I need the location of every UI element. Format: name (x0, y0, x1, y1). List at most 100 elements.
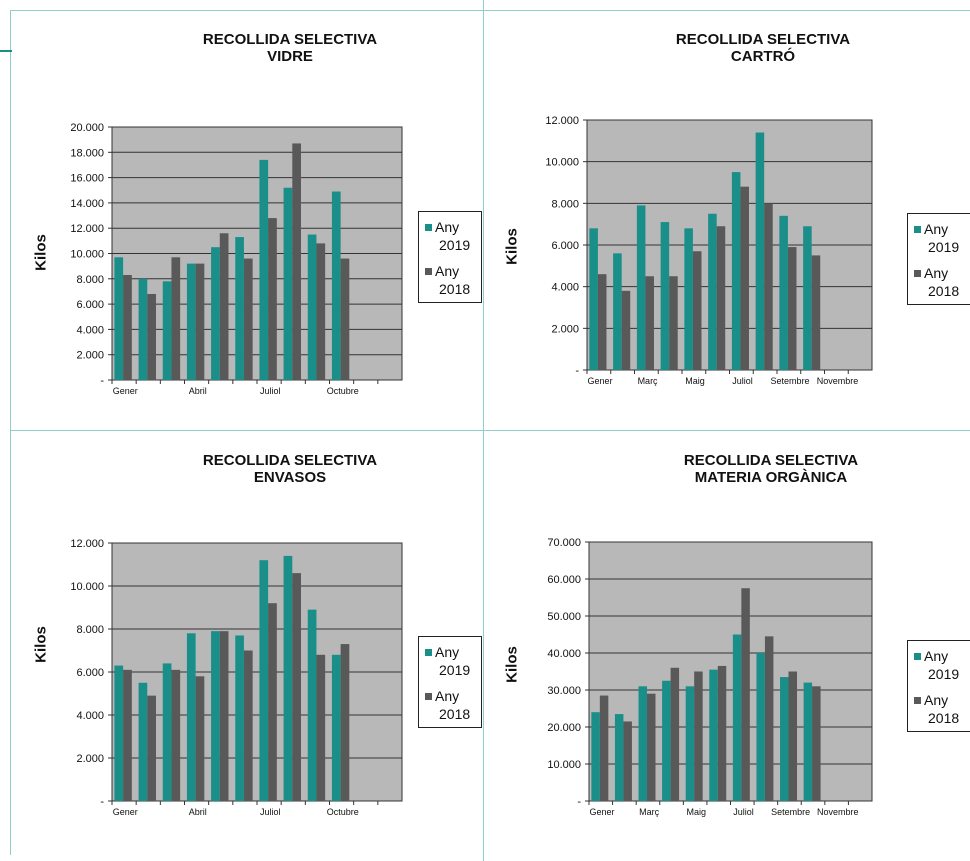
bar-2018 (268, 603, 277, 801)
x-tick-label: Gener (113, 386, 138, 396)
chart-title-line2: VIDRE (267, 48, 313, 65)
legend-label: 2018 (928, 710, 960, 726)
chart-title-line2: ENVASOS (253, 469, 327, 486)
bar-2019 (636, 205, 646, 370)
legend-swatch-2019 (425, 224, 432, 231)
y-tick-label: 20.000 (547, 722, 581, 734)
bar-2018 (195, 263, 205, 380)
x-tick-label: Octubre (327, 807, 359, 817)
x-tick-label: Juliol (260, 386, 281, 396)
y-tick-label: 14.000 (70, 198, 104, 210)
bar-2018 (219, 631, 229, 801)
bar-2019 (259, 560, 269, 801)
bar-2018 (147, 293, 156, 380)
bar-2019 (779, 215, 788, 370)
bar-2018 (645, 276, 654, 370)
bar-2019 (331, 191, 341, 380)
y-tick-label: 2.000 (551, 323, 579, 335)
x-tick-label: Juliol (260, 807, 281, 817)
x-tick-label: Novembre (817, 807, 859, 817)
bar-2018 (171, 257, 181, 380)
bar-2018 (340, 258, 350, 380)
y-tick-label: 10.000 (70, 249, 104, 261)
bar-2019 (162, 281, 172, 380)
bar-2019 (803, 682, 813, 801)
bar-2018 (811, 255, 821, 370)
bar-2019 (638, 686, 648, 801)
bar-2018 (621, 290, 631, 370)
frame-top-line (10, 10, 970, 11)
y-tick-label: 4.000 (551, 282, 579, 294)
chart-svg: - 2.000 4.000 6.000 8.000 10.000 12.000 14.000 1… (70, 122, 403, 396)
bar-2019 (235, 237, 244, 380)
bar-2018 (292, 143, 301, 380)
legend-label: Any (435, 688, 460, 704)
bar-2019 (211, 631, 220, 801)
bar-2019 (138, 682, 148, 801)
bar-2018 (741, 588, 750, 801)
y-tick-label: 40.000 (547, 648, 581, 660)
bar-2018 (316, 243, 326, 380)
y-tick-label: 10.000 (70, 581, 104, 593)
bar-2019 (756, 653, 765, 801)
bar-2019 (732, 634, 742, 801)
bar-2018 (123, 669, 132, 801)
bar-2018 (597, 274, 607, 370)
y-tick-label: 50.000 (547, 611, 581, 623)
legend-swatch-2018 (425, 268, 432, 275)
bar-2018 (123, 275, 132, 380)
bar-2019 (614, 714, 624, 801)
legend-item-2019: Any 2019 (914, 220, 959, 256)
chart-title: RECOLLIDA SELECTIVA CARTRÓ (613, 31, 913, 65)
bar-2018 (764, 203, 773, 370)
y-tick-label: 4.000 (76, 710, 104, 722)
y-tick-label: 8.000 (551, 198, 579, 210)
frame-horizontal-divider (10, 430, 970, 431)
chart-svg: - 10.000 20.000 30.000 40.000 50.000 60.000 70.… (547, 537, 873, 817)
bar-2019 (211, 247, 220, 380)
y-tick-label: 30.000 (547, 685, 581, 697)
bar-2019 (114, 665, 124, 801)
bar-2019 (259, 159, 269, 380)
legend-item-2019: Any 2019 (914, 647, 959, 683)
chart-panel-materia-organica: RECOLLIDA SELECTIVA MATERIA ORGÀNICA Kil… (483, 430, 970, 861)
y-tick-label: 6.000 (76, 299, 104, 311)
bar-2019 (662, 680, 671, 801)
x-tick-label: Maig (687, 807, 707, 817)
bar-2018 (268, 218, 277, 380)
y-tick-label: - (575, 365, 579, 377)
bar-2018 (740, 186, 749, 370)
y-tick-label: 12.000 (545, 115, 579, 127)
chart-title: RECOLLIDA SELECTIVA MATERIA ORGÀNICA (621, 452, 921, 486)
bar-2019 (114, 257, 124, 380)
chart-panel-envasos: RECOLLIDA SELECTIVA ENVASOS Kilos -2.000… (0, 430, 483, 861)
legend-swatch-2018 (914, 270, 921, 277)
x-tick-label: Març (638, 376, 658, 386)
y-tick-label: 16.000 (70, 173, 104, 185)
y-tick-label: 20.000 (70, 122, 104, 134)
legend: Any 2019 Any 2018 (418, 636, 482, 728)
legend-label: 2019 (928, 666, 960, 682)
accent-mark (0, 50, 12, 52)
legend-label: Any (924, 648, 949, 664)
bar-2019 (591, 712, 600, 801)
legend-label: Any (435, 219, 460, 235)
bar-2019 (755, 132, 765, 370)
bar-2018 (716, 226, 726, 370)
legend-item-2018: Any 2018 (425, 262, 470, 298)
bar-2018 (669, 276, 678, 370)
x-tick-label: Octubre (327, 386, 359, 396)
y-tick-label: 8.000 (76, 274, 104, 286)
legend-item-2019: Any 2019 (425, 218, 470, 254)
bar-2019 (685, 686, 695, 801)
legend-label: Any (924, 692, 949, 708)
bar-2019 (708, 213, 717, 370)
chart-panel-cartro: RECOLLIDA SELECTIVA CARTRÓ Kilos -2.000 4… (483, 0, 970, 430)
y-tick-label: 6.000 (551, 240, 579, 252)
y-tick-label: - (100, 796, 104, 808)
bar-2018 (812, 686, 821, 801)
bar-2018 (147, 695, 156, 801)
chart-title: RECOLLIDA SELECTIVA VIDRE (140, 31, 440, 65)
legend-item-2018: Any 2018 (914, 691, 959, 727)
legend-label: 2019 (439, 662, 471, 678)
